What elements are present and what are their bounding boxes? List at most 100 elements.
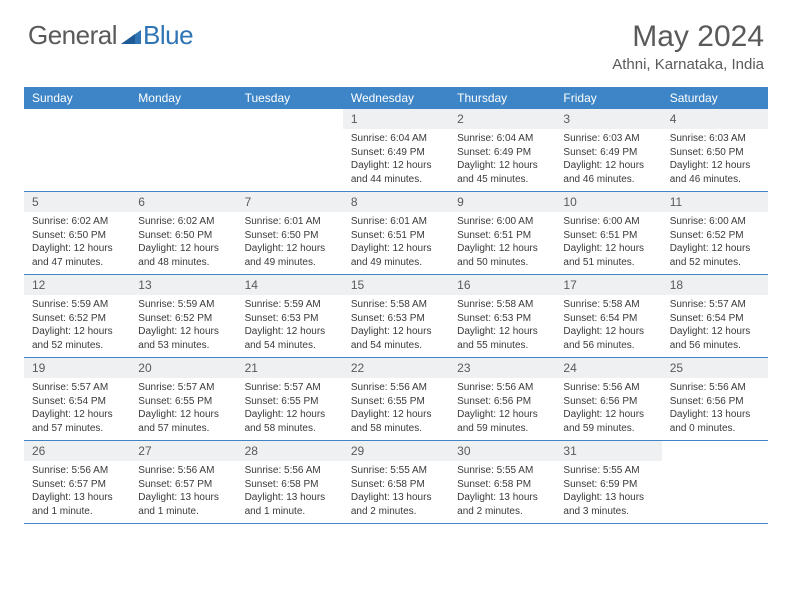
day-number: 28	[237, 441, 343, 461]
day-number	[237, 109, 343, 129]
day-number: 30	[449, 441, 555, 461]
day-details: Sunrise: 5:59 AMSunset: 6:52 PMDaylight:…	[24, 295, 130, 356]
brand-part1: General	[28, 20, 117, 51]
day-cell: 1Sunrise: 6:04 AMSunset: 6:49 PMDaylight…	[343, 109, 449, 191]
day-cell: 9Sunrise: 6:00 AMSunset: 6:51 PMDaylight…	[449, 192, 555, 274]
day-number	[24, 109, 130, 129]
day-cell: 10Sunrise: 6:00 AMSunset: 6:51 PMDayligh…	[555, 192, 661, 274]
day-cell: 13Sunrise: 5:59 AMSunset: 6:52 PMDayligh…	[130, 275, 236, 357]
day-cell: 15Sunrise: 5:58 AMSunset: 6:53 PMDayligh…	[343, 275, 449, 357]
day-cell: 3Sunrise: 6:03 AMSunset: 6:49 PMDaylight…	[555, 109, 661, 191]
day-number: 10	[555, 192, 661, 212]
day-cell: 16Sunrise: 5:58 AMSunset: 6:53 PMDayligh…	[449, 275, 555, 357]
day-number: 17	[555, 275, 661, 295]
day-number: 25	[662, 358, 768, 378]
day-cell: 25Sunrise: 5:56 AMSunset: 6:56 PMDayligh…	[662, 358, 768, 440]
day-number: 7	[237, 192, 343, 212]
calendar: SundayMondayTuesdayWednesdayThursdayFrid…	[24, 87, 768, 524]
day-number: 3	[555, 109, 661, 129]
weekday-label: Thursday	[449, 87, 555, 109]
day-cell: 31Sunrise: 5:55 AMSunset: 6:59 PMDayligh…	[555, 441, 661, 523]
day-cell: 6Sunrise: 6:02 AMSunset: 6:50 PMDaylight…	[130, 192, 236, 274]
day-cell: 11Sunrise: 6:00 AMSunset: 6:52 PMDayligh…	[662, 192, 768, 274]
day-number: 31	[555, 441, 661, 461]
day-details: Sunrise: 6:04 AMSunset: 6:49 PMDaylight:…	[449, 129, 555, 190]
day-number: 4	[662, 109, 768, 129]
day-details: Sunrise: 5:58 AMSunset: 6:53 PMDaylight:…	[343, 295, 449, 356]
day-details: Sunrise: 5:57 AMSunset: 6:54 PMDaylight:…	[24, 378, 130, 439]
day-number: 15	[343, 275, 449, 295]
week-row: 1Sunrise: 6:04 AMSunset: 6:49 PMDaylight…	[24, 109, 768, 192]
day-details: Sunrise: 5:55 AMSunset: 6:59 PMDaylight:…	[555, 461, 661, 522]
day-number: 16	[449, 275, 555, 295]
day-details: Sunrise: 6:00 AMSunset: 6:51 PMDaylight:…	[449, 212, 555, 273]
day-details: Sunrise: 6:01 AMSunset: 6:51 PMDaylight:…	[343, 212, 449, 273]
day-number: 8	[343, 192, 449, 212]
day-cell: 7Sunrise: 6:01 AMSunset: 6:50 PMDaylight…	[237, 192, 343, 274]
day-details: Sunrise: 6:01 AMSunset: 6:50 PMDaylight:…	[237, 212, 343, 273]
day-number: 11	[662, 192, 768, 212]
day-cell: 12Sunrise: 5:59 AMSunset: 6:52 PMDayligh…	[24, 275, 130, 357]
day-cell: 5Sunrise: 6:02 AMSunset: 6:50 PMDaylight…	[24, 192, 130, 274]
day-number: 20	[130, 358, 236, 378]
day-number: 27	[130, 441, 236, 461]
day-details: Sunrise: 5:56 AMSunset: 6:58 PMDaylight:…	[237, 461, 343, 522]
day-details: Sunrise: 5:57 AMSunset: 6:54 PMDaylight:…	[662, 295, 768, 356]
day-details: Sunrise: 5:56 AMSunset: 6:57 PMDaylight:…	[130, 461, 236, 522]
day-details: Sunrise: 6:00 AMSunset: 6:51 PMDaylight:…	[555, 212, 661, 273]
day-details: Sunrise: 5:56 AMSunset: 6:56 PMDaylight:…	[449, 378, 555, 439]
day-cell	[130, 109, 236, 191]
day-number: 24	[555, 358, 661, 378]
day-number: 14	[237, 275, 343, 295]
day-cell: 20Sunrise: 5:57 AMSunset: 6:55 PMDayligh…	[130, 358, 236, 440]
day-number	[130, 109, 236, 129]
day-details: Sunrise: 5:56 AMSunset: 6:55 PMDaylight:…	[343, 378, 449, 439]
weekday-label: Saturday	[662, 87, 768, 109]
title-month: May 2024	[612, 20, 764, 54]
day-number: 26	[24, 441, 130, 461]
day-details: Sunrise: 5:57 AMSunset: 6:55 PMDaylight:…	[130, 378, 236, 439]
brand-part2: Blue	[143, 20, 193, 51]
day-cell: 23Sunrise: 5:56 AMSunset: 6:56 PMDayligh…	[449, 358, 555, 440]
day-number: 19	[24, 358, 130, 378]
day-details: Sunrise: 5:57 AMSunset: 6:55 PMDaylight:…	[237, 378, 343, 439]
day-cell: 29Sunrise: 5:55 AMSunset: 6:58 PMDayligh…	[343, 441, 449, 523]
day-number: 9	[449, 192, 555, 212]
day-cell: 8Sunrise: 6:01 AMSunset: 6:51 PMDaylight…	[343, 192, 449, 274]
day-cell	[662, 441, 768, 523]
day-cell	[24, 109, 130, 191]
day-details: Sunrise: 5:56 AMSunset: 6:56 PMDaylight:…	[662, 378, 768, 439]
day-number: 5	[24, 192, 130, 212]
day-cell: 4Sunrise: 6:03 AMSunset: 6:50 PMDaylight…	[662, 109, 768, 191]
day-details: Sunrise: 5:58 AMSunset: 6:54 PMDaylight:…	[555, 295, 661, 356]
day-number: 22	[343, 358, 449, 378]
brand-logo: General Blue	[28, 20, 193, 51]
day-cell: 22Sunrise: 5:56 AMSunset: 6:55 PMDayligh…	[343, 358, 449, 440]
weekday-label: Tuesday	[237, 87, 343, 109]
day-details: Sunrise: 5:59 AMSunset: 6:52 PMDaylight:…	[130, 295, 236, 356]
day-details: Sunrise: 5:55 AMSunset: 6:58 PMDaylight:…	[449, 461, 555, 522]
week-row: 5Sunrise: 6:02 AMSunset: 6:50 PMDaylight…	[24, 192, 768, 275]
weekday-label: Friday	[555, 87, 661, 109]
day-number: 2	[449, 109, 555, 129]
week-row: 12Sunrise: 5:59 AMSunset: 6:52 PMDayligh…	[24, 275, 768, 358]
title-location: Athni, Karnataka, India	[612, 56, 764, 73]
day-details: Sunrise: 6:04 AMSunset: 6:49 PMDaylight:…	[343, 129, 449, 190]
header: General Blue May 2024 Athni, Karnataka, …	[0, 0, 792, 81]
day-cell	[237, 109, 343, 191]
day-cell: 24Sunrise: 5:56 AMSunset: 6:56 PMDayligh…	[555, 358, 661, 440]
day-details: Sunrise: 5:58 AMSunset: 6:53 PMDaylight:…	[449, 295, 555, 356]
title-block: May 2024 Athni, Karnataka, India	[612, 20, 764, 73]
day-details: Sunrise: 6:00 AMSunset: 6:52 PMDaylight:…	[662, 212, 768, 273]
weekday-label: Wednesday	[343, 87, 449, 109]
brand-triangle-icon	[121, 28, 141, 49]
day-number: 21	[237, 358, 343, 378]
day-details: Sunrise: 5:56 AMSunset: 6:56 PMDaylight:…	[555, 378, 661, 439]
day-number: 13	[130, 275, 236, 295]
day-details: Sunrise: 5:55 AMSunset: 6:58 PMDaylight:…	[343, 461, 449, 522]
day-cell: 26Sunrise: 5:56 AMSunset: 6:57 PMDayligh…	[24, 441, 130, 523]
day-cell: 19Sunrise: 5:57 AMSunset: 6:54 PMDayligh…	[24, 358, 130, 440]
weeks-grid: 1Sunrise: 6:04 AMSunset: 6:49 PMDaylight…	[24, 109, 768, 524]
day-details: Sunrise: 5:59 AMSunset: 6:53 PMDaylight:…	[237, 295, 343, 356]
day-details: Sunrise: 5:56 AMSunset: 6:57 PMDaylight:…	[24, 461, 130, 522]
